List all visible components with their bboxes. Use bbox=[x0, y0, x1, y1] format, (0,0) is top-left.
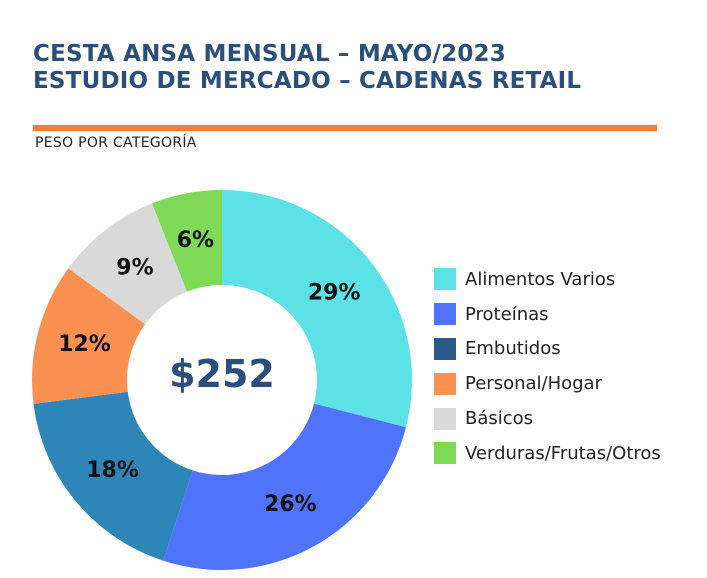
legend-label: Personal/Hogar bbox=[465, 373, 602, 395]
legend-item-personal-hogar: Personal/Hogar bbox=[434, 366, 661, 401]
slice-label-verduras-frutas-otros: 6% bbox=[177, 228, 214, 253]
legend-swatch bbox=[434, 303, 456, 326]
slice-embutidos bbox=[33, 391, 193, 561]
donut-slice-labels: 29% 26% 18% 12% 9% 6% bbox=[58, 228, 360, 517]
legend-swatch bbox=[434, 372, 456, 395]
slice-label-personal-hogar: 12% bbox=[58, 332, 111, 357]
legend-label: Verduras/Frutas/Otros bbox=[465, 442, 661, 464]
chart-title: CESTA ANSA MENSUAL – MAYO/2023 ESTUDIO D… bbox=[33, 41, 581, 95]
legend-item-basicos: Básicos bbox=[434, 401, 661, 436]
slice-alimentos-varios bbox=[222, 190, 412, 428]
legend-item-proteinas: Proteínas bbox=[434, 297, 661, 332]
slice-basicos bbox=[68, 203, 188, 325]
slice-label-embutidos: 18% bbox=[86, 458, 139, 483]
slice-label-proteinas: 26% bbox=[264, 492, 317, 517]
title-line-2: ESTUDIO DE MERCADO – CADENAS RETAIL bbox=[33, 68, 582, 94]
slice-label-alimentos-varios: 29% bbox=[308, 280, 361, 305]
donut-slices bbox=[31, 190, 412, 570]
slice-label-basicos: 9% bbox=[116, 255, 153, 280]
slice-verduras-frutas-otros bbox=[152, 190, 222, 292]
chart-subtitle: PESO POR CATEGORÍA bbox=[35, 135, 197, 151]
legend-label: Básicos bbox=[465, 408, 534, 430]
legend-item-verduras-frutas-otros: Verduras/Frutas/Otros bbox=[434, 436, 661, 471]
legend-item-embutidos: Embutidos bbox=[434, 332, 661, 367]
legend-swatch bbox=[434, 407, 456, 430]
slice-personal-hogar bbox=[31, 268, 146, 404]
legend-swatch bbox=[434, 442, 456, 465]
title-divider bbox=[33, 125, 657, 131]
legend-swatch bbox=[434, 268, 456, 291]
legend-label: Alimentos Varios bbox=[465, 268, 616, 290]
legend-label: Proteínas bbox=[465, 303, 549, 325]
legend-label: Embutidos bbox=[465, 338, 561, 360]
slice-proteinas bbox=[163, 403, 407, 570]
chart-legend: Alimentos Varios Proteínas Embutidos Person… bbox=[434, 262, 661, 471]
legend-swatch bbox=[434, 337, 456, 360]
legend-item-alimentos-varios: Alimentos Varios bbox=[434, 262, 661, 297]
center-total-label: $252 bbox=[169, 352, 275, 396]
title-line-1: CESTA ANSA MENSUAL – MAYO/2023 bbox=[33, 41, 506, 67]
